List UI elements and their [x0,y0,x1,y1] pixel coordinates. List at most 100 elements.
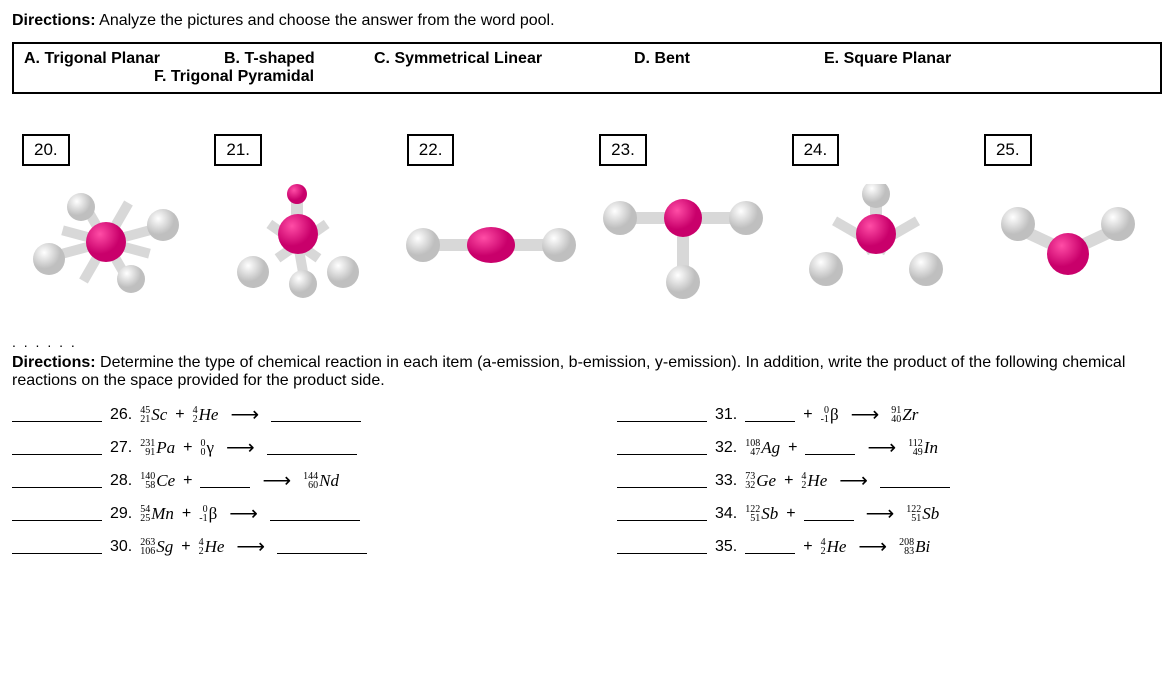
arrow-icon: ⟶ [225,501,262,526]
reaction-number: 29. [110,505,132,523]
pool-a: A. Trigonal Planar [24,50,224,68]
isotope: 9140Zr [891,405,918,425]
arrow-icon: ⟶ [226,402,263,427]
answer-blank[interactable] [617,474,707,488]
molecule-trigonal-planar-icon [796,184,956,304]
isotope: 12251Sb [906,504,939,524]
product-blank[interactable] [267,441,357,455]
shape-24: 24. [786,134,966,304]
reactant-blank[interactable] [745,408,795,422]
product-blank[interactable] [271,408,361,422]
pool-f: F. Trigonal Pyramidal [154,68,314,85]
pool-e: E. Square Planar [824,50,951,68]
shape-23: 23. [593,134,773,304]
isotope: 4521Sc [140,405,167,425]
reaction-26: 26. 4521Sc + 42He ⟶ [12,402,557,427]
pool-c: C. Symmetrical Linear [374,50,634,68]
arrow-icon: ⟶ [854,534,891,559]
isotope: 42He [199,537,225,557]
shape-number: 20. [22,134,70,166]
shape-number: 22. [407,134,455,166]
isotope: 12251Sb [745,504,778,524]
isotope: 11249In [908,438,938,458]
isotope: 14460Nd [303,471,339,491]
product-blank[interactable] [880,474,950,488]
molecule-shapes-row: 20. 2 [12,134,1162,304]
isotope: 42He [801,471,827,491]
reaction-30: 30. 263106Sg + 42He ⟶ [12,534,557,559]
arrow-icon: ⟶ [258,468,295,493]
shape-number: 21. [214,134,262,166]
separator-dots: . . . . . . [12,334,1162,350]
word-pool-box: A. Trigonal Planar B. T-shaped C. Symmet… [12,42,1162,94]
isotope: 7332Ge [745,471,776,491]
directions-label: Directions: [12,12,96,29]
isotope: 42He [821,537,847,557]
shape-22: 22. [401,134,581,304]
shape-number: 25. [984,134,1032,166]
molecule-trigonal-pyramidal-icon [223,184,373,304]
shape-20: 20. [16,134,196,304]
shape-number: 23. [599,134,647,166]
reaction-35: 35. + 42He ⟶ 20883Bi [617,534,1162,559]
answer-blank[interactable] [12,540,102,554]
molecule-bent-icon [993,184,1143,304]
pool-d: D. Bent [634,50,824,68]
reactant-blank[interactable] [745,540,795,554]
shape-25: 25. [978,134,1158,304]
reaction-number: 30. [110,538,132,556]
answer-blank[interactable] [617,408,707,422]
answer-blank[interactable] [12,408,102,422]
reaction-28: 28. 14058Ce + ⟶ 14460Nd [12,468,557,493]
directions-text-2: Determine the type of chemical reaction … [12,354,1125,389]
reaction-number: 28. [110,472,132,490]
isotope: 20883Bi [899,537,930,557]
isotope: 0-1β [199,504,217,524]
answer-blank[interactable] [12,507,102,521]
reaction-number: 26. [110,406,132,424]
reaction-number: 34. [715,505,737,523]
reaction-number: 33. [715,472,737,490]
isotope: 0-1β [821,405,839,425]
arrow-icon: ⟶ [862,501,899,526]
pool-b: B. T-shaped [224,50,374,68]
arrow-icon: ⟶ [232,534,269,559]
isotope: 14058Ce [140,471,175,491]
answer-blank[interactable] [617,441,707,455]
answer-blank[interactable] [617,540,707,554]
shape-number: 24. [792,134,840,166]
reactions-col-left: 26. 4521Sc + 42He ⟶ 27. 23191Pa + 00γ ⟶ … [12,402,557,567]
reactant-blank[interactable] [200,474,250,488]
reaction-34: 34. 12251Sb + ⟶ 12251Sb [617,501,1162,526]
reaction-32: 32. 10847Ag + ⟶ 11249In [617,435,1162,460]
reaction-number: 35. [715,538,737,556]
isotope: 23191Pa [140,438,175,458]
arrow-icon: ⟶ [847,402,884,427]
directions-label-2: Directions: [12,354,96,371]
isotope: 00γ [200,438,214,458]
product-blank[interactable] [270,507,360,521]
arrow-icon: ⟶ [222,435,259,460]
arrow-icon: ⟶ [835,468,872,493]
reaction-number: 32. [715,439,737,457]
product-blank[interactable] [277,540,367,554]
isotope: 5425Mn [140,504,174,524]
directions-2: Directions: Determine the type of chemic… [12,354,1162,390]
directions-text: Analyze the pictures and choose the answ… [96,12,555,29]
isotope: 263106Sg [140,537,173,557]
shape-21: 21. [208,134,388,304]
directions-1: Directions: Analyze the pictures and cho… [12,12,1162,30]
reaction-33: 33. 7332Ge + 42He ⟶ [617,468,1162,493]
answer-blank[interactable] [617,507,707,521]
answer-blank[interactable] [12,441,102,455]
reactant-blank[interactable] [805,441,855,455]
reaction-27: 27. 23191Pa + 00γ ⟶ [12,435,557,460]
molecule-linear-icon [401,184,581,304]
reactions-block: 26. 4521Sc + 42He ⟶ 27. 23191Pa + 00γ ⟶ … [12,402,1162,567]
answer-blank[interactable] [12,474,102,488]
reactant-blank[interactable] [804,507,854,521]
isotope: 42He [193,405,219,425]
reactions-col-right: 31. + 0-1β ⟶ 9140Zr 32. 10847Ag + ⟶ 1124… [617,402,1162,567]
arrow-icon: ⟶ [863,435,900,460]
isotope: 10847Ag [745,438,780,458]
